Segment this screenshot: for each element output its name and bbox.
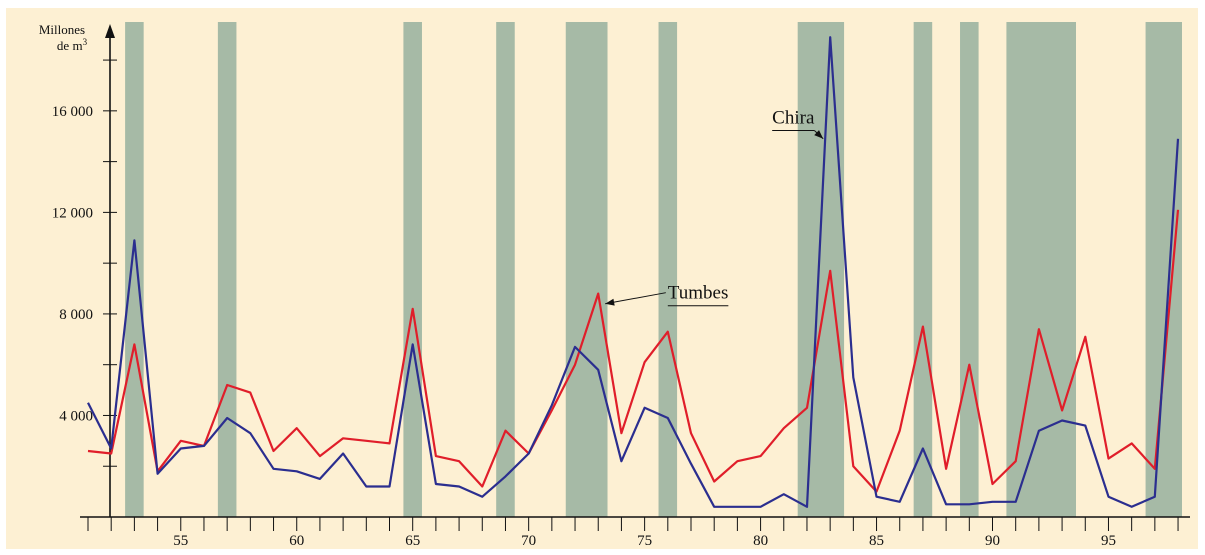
- annotation-arrow-line: [605, 292, 666, 305]
- y-tick-label: 12 000: [52, 205, 93, 221]
- x-tick-label: 60: [289, 533, 304, 549]
- x-tick-label: 95: [1101, 533, 1116, 549]
- y-axis-arrowhead: [105, 24, 115, 38]
- y-tick-label: 4 000: [59, 408, 93, 424]
- shaded-band: [960, 22, 979, 517]
- series-lines: [87, 36, 1180, 508]
- shaded-band: [1006, 22, 1076, 517]
- x-tick-label: 80: [753, 533, 768, 549]
- annotation-label: Tumbes: [668, 283, 729, 304]
- annotation-arrowhead: [605, 298, 615, 306]
- shaded-band: [913, 22, 933, 517]
- x-axis-ticks: 55 60 65 70 75 80 85 90 95: [87, 517, 1179, 549]
- y-axis-title-superscript: 3: [83, 37, 88, 47]
- x-tick-label: 75: [637, 533, 652, 549]
- y-axis-title-unit: de m: [57, 38, 83, 53]
- shaded-band: [403, 22, 422, 517]
- x-tick-label: 85: [869, 533, 884, 549]
- y-axis-title-line2: de m3: [57, 37, 88, 53]
- shaded-band: [565, 22, 608, 517]
- shaded-band: [496, 22, 515, 517]
- y-tick-label: 8 000: [59, 307, 93, 323]
- annotation-chira: Chira: [772, 108, 824, 140]
- annotation-label: Chira: [772, 108, 815, 129]
- annotation-tumbes: Tumbes: [605, 283, 729, 307]
- shaded-band: [797, 22, 845, 517]
- series-line-chira: [87, 36, 1180, 508]
- series-line-tumbes: [87, 209, 1180, 493]
- y-tick-label: 16 000: [52, 104, 93, 120]
- shaded-band: [125, 22, 144, 517]
- shaded-band: [217, 22, 237, 517]
- x-tick-label: 70: [521, 533, 536, 549]
- shaded-band: [658, 22, 678, 517]
- y-axis-title-line1: Millones: [39, 22, 85, 37]
- shaded-periods: [125, 22, 1182, 517]
- x-tick-label: 65: [405, 533, 420, 549]
- annotation-arrowhead: [814, 130, 824, 139]
- shaded-band: [1145, 22, 1182, 517]
- y-axis-ticks: 4 000 8 000 12 000 16 000: [52, 59, 117, 467]
- x-tick-label: 90: [985, 533, 1000, 549]
- axes: [80, 24, 1190, 518]
- annotations: Tumbes Chira: [605, 108, 824, 307]
- x-tick-label: 55: [173, 533, 188, 549]
